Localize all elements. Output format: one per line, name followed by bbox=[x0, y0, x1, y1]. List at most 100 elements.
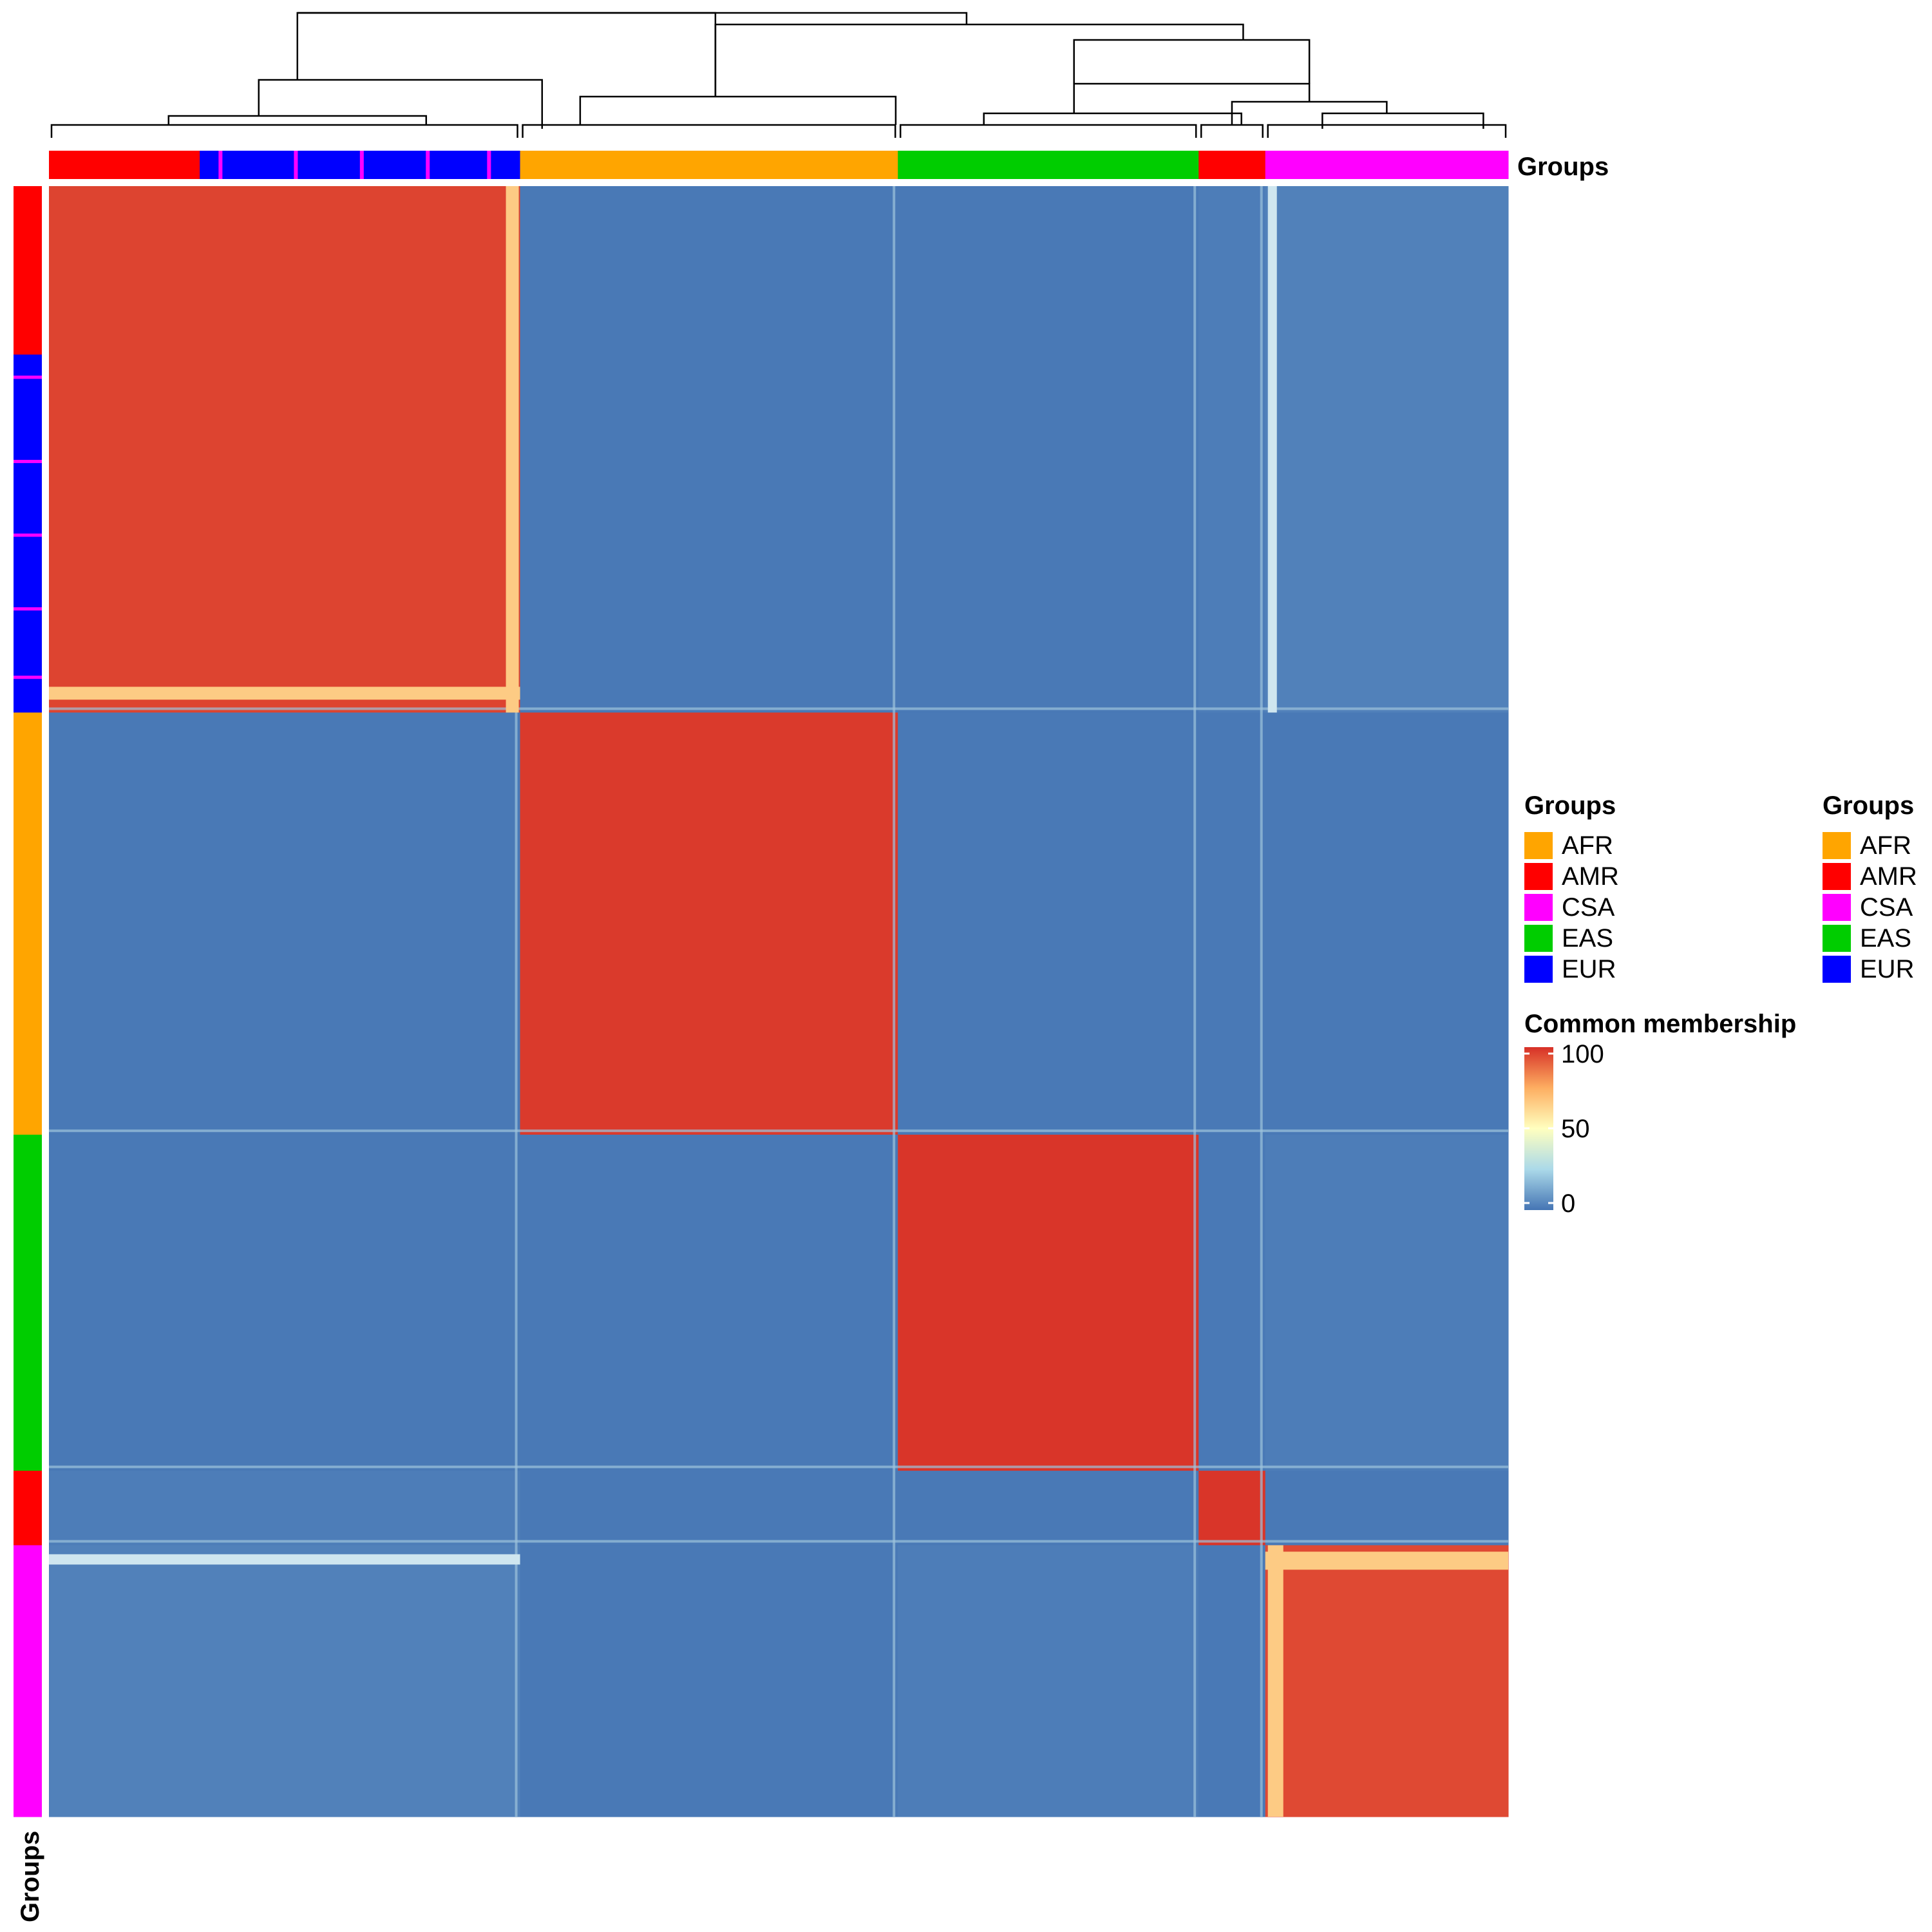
heatmap-block bbox=[1198, 186, 1266, 713]
legend-swatch bbox=[1823, 832, 1851, 859]
top-annotation-label: Groups bbox=[1517, 153, 1609, 181]
top-group-annotation-bar bbox=[49, 151, 1509, 179]
legend-swatch bbox=[1823, 925, 1851, 952]
top-annotation-segment bbox=[898, 151, 1199, 179]
dendrogram-branch bbox=[579, 95, 897, 125]
legend-swatch bbox=[1524, 863, 1553, 890]
left-annotation-segment bbox=[14, 712, 42, 1135]
top-annotation-tick bbox=[359, 151, 364, 179]
legend-label: EUR bbox=[1860, 955, 1914, 983]
top-annotation-segment bbox=[1198, 151, 1266, 179]
legend-swatch bbox=[1524, 925, 1553, 952]
legend-label: EUR bbox=[1562, 955, 1616, 983]
colorbar-tick-label: 50 bbox=[1561, 1115, 1590, 1143]
dendrogram-branch bbox=[1321, 112, 1484, 129]
heatmap-block bbox=[1198, 1470, 1266, 1546]
boundary-band bbox=[49, 687, 520, 700]
boundary-band bbox=[1267, 186, 1277, 713]
heatmap-body bbox=[49, 186, 1509, 1817]
left-annotation-label: Groups bbox=[16, 1831, 44, 1922]
legend-label: EAS bbox=[1860, 924, 1911, 952]
colorbar-tick-label: 100 bbox=[1561, 1040, 1604, 1068]
dendrogram-branch bbox=[1073, 82, 1311, 113]
top-annotation-tick bbox=[487, 151, 491, 179]
heatmap-block bbox=[49, 712, 521, 1135]
legend-label: EAS bbox=[1562, 924, 1613, 952]
heatmap-block bbox=[1198, 1134, 1266, 1472]
left-annotation-tick bbox=[14, 460, 42, 464]
legend-title: Groups bbox=[1823, 791, 1914, 820]
left-annotation-segment bbox=[14, 1134, 42, 1472]
legend-label: AMR bbox=[1562, 862, 1619, 891]
top-annotation-segment bbox=[1265, 151, 1509, 179]
dendrogram-branch bbox=[522, 124, 896, 138]
top-annotation-tick bbox=[426, 151, 430, 179]
heatmap-block bbox=[898, 712, 1199, 1135]
dendrogram-branch bbox=[167, 115, 428, 125]
top-annotation-segment bbox=[520, 151, 898, 179]
left-annotation-tick bbox=[14, 676, 42, 679]
dendrogram-branch bbox=[1200, 124, 1264, 138]
heatmap-block bbox=[1265, 1470, 1509, 1546]
heatmap-block bbox=[1265, 1134, 1509, 1472]
legend-title: Groups bbox=[1524, 791, 1616, 820]
dendrogram-branch bbox=[983, 112, 1242, 125]
legend-label: CSA bbox=[1562, 893, 1615, 922]
top-annotation-tick bbox=[218, 151, 223, 179]
legend-label: AMR bbox=[1860, 862, 1917, 891]
dendrogram-branch bbox=[258, 79, 544, 129]
legend-swatch bbox=[1524, 894, 1553, 921]
legend-swatch bbox=[1823, 956, 1851, 983]
heatmap-block bbox=[1265, 186, 1509, 713]
legend-swatch bbox=[1823, 863, 1851, 890]
left-annotation-segment bbox=[14, 1545, 42, 1817]
legend-swatch bbox=[1524, 956, 1553, 983]
heatmap-block bbox=[1265, 1545, 1509, 1817]
heatmap-block bbox=[49, 1470, 521, 1546]
legend-label: AFR bbox=[1562, 831, 1613, 860]
heatmap-block bbox=[520, 186, 898, 713]
heatmap-block bbox=[898, 1470, 1199, 1546]
colorbar-tick-label: 0 bbox=[1561, 1189, 1575, 1218]
dendrogram-branch bbox=[899, 124, 1197, 138]
legend-label: AFR bbox=[1860, 831, 1911, 860]
left-annotation-segment bbox=[14, 186, 42, 355]
heatmap-block bbox=[1265, 712, 1509, 1135]
colorbar-title: Common membership bbox=[1524, 1010, 1796, 1038]
boundary-band bbox=[1267, 1545, 1283, 1817]
dendrogram-branch bbox=[296, 12, 717, 97]
heatmap-block bbox=[1198, 1545, 1266, 1817]
heatmap-block bbox=[520, 1470, 898, 1546]
legend-label: CSA bbox=[1860, 893, 1913, 922]
heatmap-block bbox=[520, 712, 898, 1135]
left-group-annotation-bar bbox=[14, 186, 42, 1817]
heatmap-block bbox=[49, 186, 521, 713]
legend-swatch bbox=[1524, 832, 1553, 859]
dendrogram-branch bbox=[1267, 124, 1507, 138]
dendrogram-branch bbox=[297, 12, 968, 24]
heatmap-block bbox=[520, 1545, 898, 1817]
heatmap-block bbox=[898, 1134, 1199, 1472]
dendrogram-branch bbox=[1073, 39, 1311, 84]
heatmap-block bbox=[1198, 712, 1266, 1135]
boundary-band bbox=[506, 186, 519, 713]
heatmap-block bbox=[898, 1545, 1199, 1817]
column-dendrogram bbox=[50, 12, 1507, 138]
left-annotation-tick bbox=[14, 607, 42, 611]
top-annotation-segment bbox=[49, 151, 200, 179]
heatmap-block bbox=[49, 1545, 521, 1817]
left-annotation-segment bbox=[14, 1470, 42, 1546]
common-membership-colorbar: Common membership 100 50 0 bbox=[1524, 1010, 1796, 1218]
heatmap-block bbox=[49, 1134, 521, 1472]
left-annotation-tick bbox=[14, 533, 42, 537]
legend-swatch bbox=[1823, 894, 1851, 921]
heatmap-block bbox=[520, 1134, 898, 1472]
top-annotation-tick bbox=[294, 151, 298, 179]
dendrogram-branch bbox=[50, 124, 518, 138]
heatmap-block bbox=[898, 186, 1199, 713]
boundary-band bbox=[49, 1554, 520, 1565]
dendrogram-branch bbox=[714, 23, 1244, 97]
